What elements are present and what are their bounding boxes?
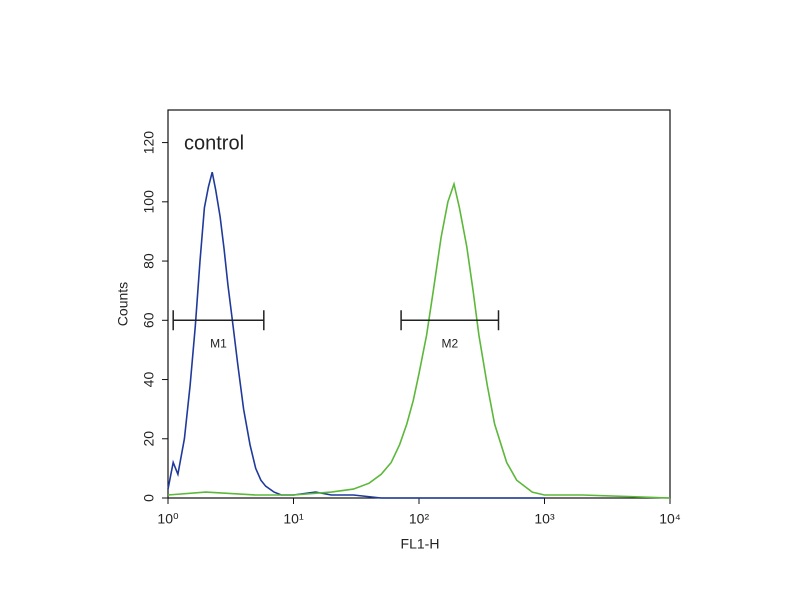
y-tick-label: 0 <box>141 494 157 502</box>
y-tick-label: 80 <box>141 253 157 269</box>
plot-frame <box>167 109 671 499</box>
marker-bracket <box>172 310 265 331</box>
x-axis-label: FL1-H <box>401 536 440 552</box>
x-tick-label: 10¹ <box>283 511 304 527</box>
marker-bracket <box>400 310 500 331</box>
x-tick-label: 10⁰ <box>157 511 179 527</box>
histogram-line <box>167 172 545 499</box>
histogram-line <box>167 181 671 499</box>
annotation: control <box>184 132 244 154</box>
x-tick-label: 10² <box>409 511 430 527</box>
y-tick-label: 100 <box>141 190 157 214</box>
y-tick-label: 20 <box>141 431 157 447</box>
y-axis-label: Counts <box>115 282 131 326</box>
x-tick-label: 10³ <box>534 511 555 527</box>
y-tick-label: 40 <box>141 372 157 388</box>
marker-label: M2 <box>441 336 458 350</box>
x-tick-label: 10⁴ <box>659 511 681 527</box>
marker-label: M1 <box>210 336 227 350</box>
y-tick-label: 60 <box>141 312 157 328</box>
y-tick-label: 120 <box>141 131 157 155</box>
